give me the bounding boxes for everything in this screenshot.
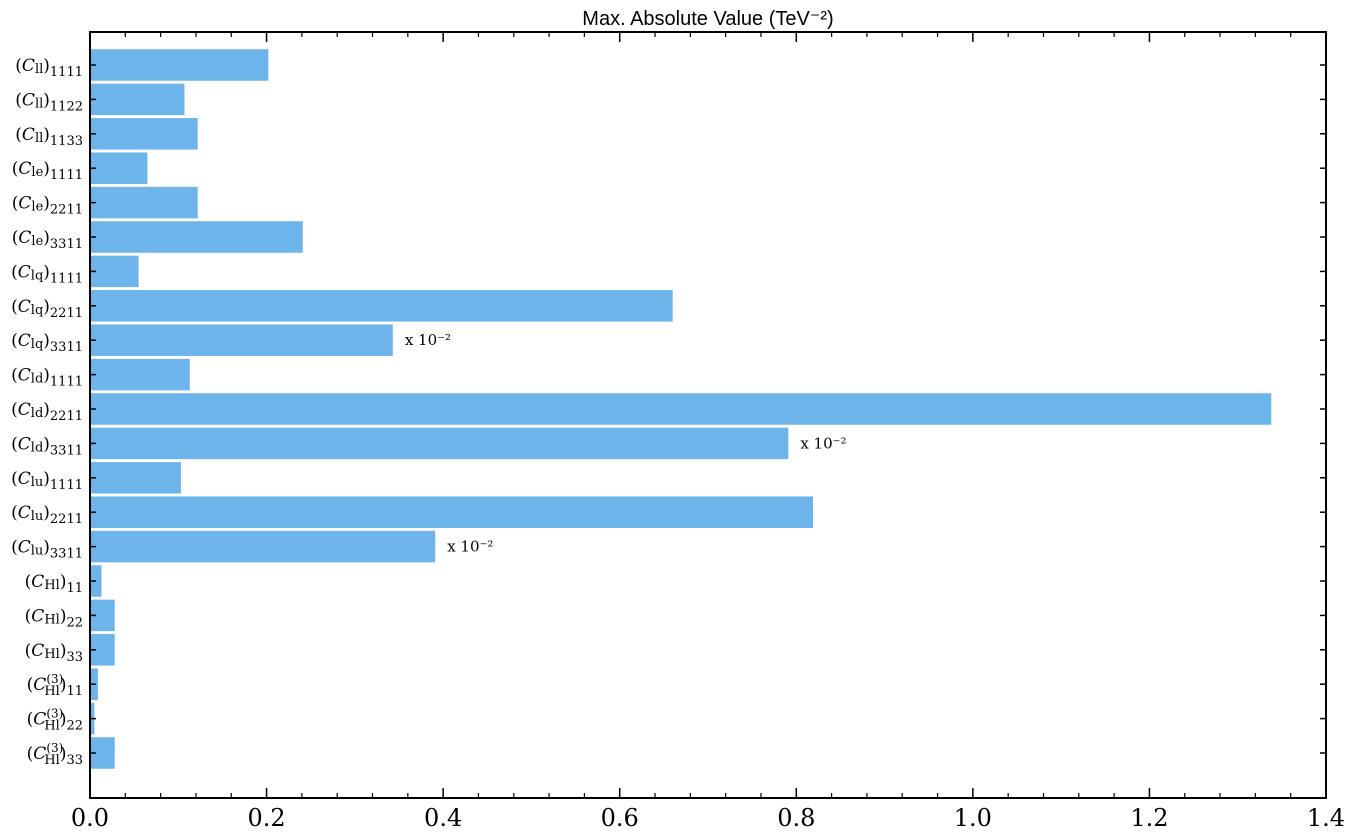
x-tick-label-3: 0.6 [601,804,639,832]
bar-6 [91,255,139,288]
x-tick-label-7: 1.4 [1307,804,1345,832]
plot-frame [89,31,1327,799]
bar-8 [91,324,393,356]
bar-10 [91,393,1272,425]
bars-layer [91,49,1272,769]
category-label-20: (C(3) Hl)33 [27,741,83,768]
bar-2 [91,118,198,150]
category-label-18: (C(3) Hl)11 [27,672,83,699]
x-tick-label-1: 0.2 [247,804,285,832]
bar-13 [91,496,814,528]
annotations-layer: x 10⁻² x 10⁻² x 10⁻² [405,331,847,555]
bar-annotation-14: x 10⁻² [447,538,493,556]
x-tick-label-2: 0.4 [424,804,462,832]
chart-title: Max. Absolute Value (TeV⁻²) [582,8,833,30]
category-label-16: (CHl)22 [25,606,83,630]
bar-annotation-11: x 10⁻² [800,434,846,452]
bar-3 [91,152,148,184]
bar-9 [91,358,190,391]
category-label-6: (Clq)1111 [11,262,83,286]
category-label-5: (Cle)3311 [12,228,83,252]
bar-0 [91,49,269,81]
x-axis-ticks: 0.0 0.2 0.4 0.6 0.8 1.0 1.2 1.4 [71,32,1345,832]
category-label-4: (Cle)2211 [12,194,83,218]
category-label-2: (Cll)1133 [15,125,83,149]
category-label-17: (CHl)33 [25,641,83,665]
category-label-3: (Cle)1111 [12,159,83,183]
category-label-12: (Clu)1111 [11,469,83,493]
category-label-10: (Cld)2211 [11,400,83,424]
bar-15 [91,565,102,597]
bar-11 [91,427,789,460]
x-tick-label-4: 0.8 [777,804,815,832]
category-label-9: (Cld)1111 [11,366,83,390]
bar-7 [91,290,673,322]
bar-annotation-8: x 10⁻² [405,331,451,349]
category-label-8: (Clq)3311 [11,331,83,355]
category-label-11: (Cld)3311 [11,434,83,458]
category-label-13: (Clu)2211 [11,503,83,527]
bar-12 [91,462,181,494]
y-axis-labels: (Cll)1111 (Cll)1122 (Cll)1133 (Cle)1111 (Cle… [11,56,83,768]
bar-14 [91,530,436,563]
category-label-1: (Cll)1122 [15,90,83,114]
category-label-14: (Clu)3311 [11,538,83,562]
bar-16 [91,599,115,632]
bar-5 [91,221,303,253]
x-tick-label-6: 1.2 [1130,804,1168,832]
bar-20 [91,737,115,769]
bar-4 [91,186,198,219]
category-label-0: (Cll)1111 [15,56,83,80]
category-label-19: (C(3) Hl)22 [27,707,83,734]
bar-1 [91,83,185,116]
bar-17 [91,634,115,666]
category-label-15: (CHl)11 [25,572,83,596]
x-tick-label-0: 0.0 [71,804,109,832]
x-tick-label-5: 1.0 [954,804,992,832]
category-label-7: (Clq)2211 [11,297,83,321]
